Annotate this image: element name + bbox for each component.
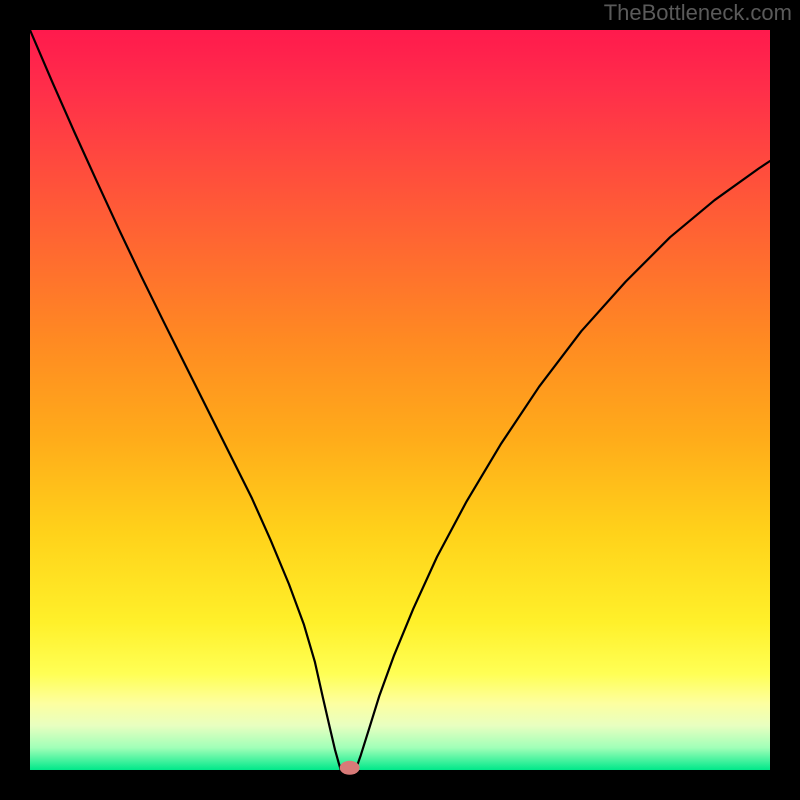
bottleneck-chart [0,0,800,800]
optimal-marker [340,761,360,775]
chart-plot-area [30,30,770,770]
watermark-text: TheBottleneck.com [604,0,792,26]
